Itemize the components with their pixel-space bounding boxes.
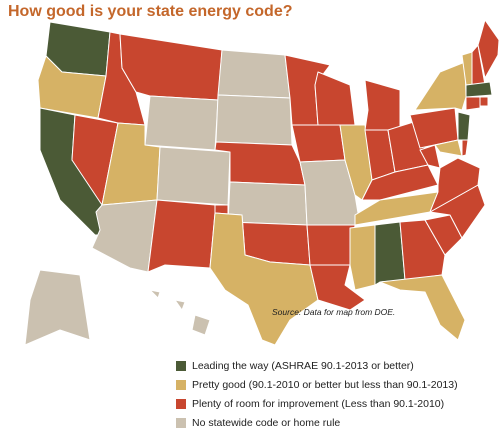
state: [147, 199, 216, 273]
legend-swatch: [176, 361, 186, 371]
state: [465, 81, 493, 98]
state: [217, 49, 291, 99]
state: [191, 314, 211, 336]
source-note: Source: Data for map from DOE.: [272, 307, 395, 317]
state: [144, 95, 219, 151]
state: [465, 96, 481, 111]
state: [379, 274, 466, 341]
state: [306, 224, 356, 266]
state: [314, 71, 356, 126]
legend-label: Pretty good (90.1-2010 or better but les…: [192, 379, 458, 391]
state: [91, 199, 158, 273]
state: [149, 289, 161, 299]
legend: Leading the way (ASHRAE 90.1-2013 or bet…: [176, 360, 458, 429]
state: [174, 299, 186, 311]
state: [419, 144, 441, 169]
title: How good is your state energy code?: [8, 3, 293, 20]
legend-label: Plenty of room for improvement (Less tha…: [192, 398, 444, 410]
state: [291, 124, 346, 163]
state-map: [24, 19, 500, 346]
state: [215, 94, 293, 146]
legend-label: No statewide code or home rule: [192, 417, 340, 429]
legend-swatch: [176, 380, 186, 390]
legend-swatch: [176, 418, 186, 428]
legend-label: Leading the way (ASHRAE 90.1-2013 or bet…: [192, 360, 414, 372]
legend-swatch: [176, 399, 186, 409]
state: [349, 224, 376, 291]
state: [414, 61, 467, 111]
state: [364, 79, 401, 131]
state: [429, 157, 481, 213]
state: [477, 19, 500, 79]
state: [156, 146, 231, 206]
state: [24, 269, 91, 346]
state: [479, 96, 489, 107]
state: [461, 139, 469, 157]
state: [119, 33, 223, 101]
state: [457, 111, 471, 141]
state: [399, 219, 446, 281]
